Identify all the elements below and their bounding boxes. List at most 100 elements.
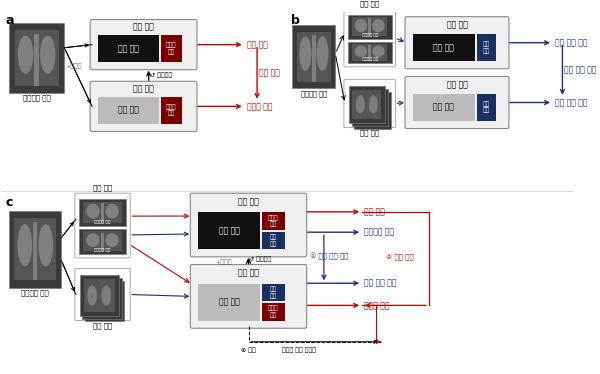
Bar xyxy=(98,97,159,124)
Bar xyxy=(83,279,115,312)
Bar xyxy=(14,30,59,86)
FancyBboxPatch shape xyxy=(344,79,395,128)
Bar xyxy=(9,211,61,288)
Text: 클래스
헤드: 클래스 헤드 xyxy=(268,215,278,227)
Text: 오리지널 영상: 오리지널 영상 xyxy=(94,220,110,224)
Text: 백본 구조: 백본 구조 xyxy=(433,103,454,112)
Ellipse shape xyxy=(356,95,365,114)
FancyBboxPatch shape xyxy=(190,193,307,257)
Bar xyxy=(292,25,335,88)
Bar xyxy=(352,89,388,126)
Bar xyxy=(161,35,182,62)
Ellipse shape xyxy=(355,46,367,57)
Text: ↺ 반복학습: ↺ 반복학습 xyxy=(149,73,172,78)
Bar xyxy=(33,222,37,280)
Ellipse shape xyxy=(18,36,34,74)
Bar xyxy=(368,18,371,36)
Ellipse shape xyxy=(373,46,385,57)
Ellipse shape xyxy=(359,98,368,117)
Bar xyxy=(262,303,285,321)
FancyBboxPatch shape xyxy=(405,76,509,129)
Text: 광역시름 영상: 광역시름 영상 xyxy=(362,57,378,61)
Text: 학생 모델: 학생 모델 xyxy=(238,269,259,278)
Ellipse shape xyxy=(371,98,381,117)
Text: 가상 라벨: 가상 라벨 xyxy=(247,40,268,49)
Text: 클래스
헤드: 클래스 헤드 xyxy=(166,104,176,116)
Ellipse shape xyxy=(38,224,53,267)
Text: 광역시름 영상: 광역시름 영상 xyxy=(94,248,110,252)
FancyBboxPatch shape xyxy=(90,19,197,70)
Text: 엑스레이 영상: 엑스레이 영상 xyxy=(301,90,327,96)
Text: 엑스레이 영상: 엑스레이 영상 xyxy=(22,289,49,296)
Ellipse shape xyxy=(361,101,371,119)
Bar xyxy=(198,212,260,249)
Text: a: a xyxy=(5,14,14,27)
Text: ⊕ 교정: ⊕ 교정 xyxy=(241,347,256,353)
Text: 선생 모델: 선생 모델 xyxy=(133,23,154,32)
FancyBboxPatch shape xyxy=(405,17,509,69)
Bar xyxy=(80,275,119,316)
Bar xyxy=(352,17,387,36)
Text: b: b xyxy=(292,14,301,27)
Bar xyxy=(358,96,387,125)
Text: 클래스
헤드: 클래스 헤드 xyxy=(166,43,176,55)
Text: 특징
헤드: 특징 헤드 xyxy=(482,101,490,113)
FancyBboxPatch shape xyxy=(75,269,130,321)
Text: 자기 지도 학습: 자기 지도 학습 xyxy=(565,66,597,75)
Text: 가상 라벨: 가상 라벨 xyxy=(364,207,385,217)
Text: 특징
헤드: 특징 헤드 xyxy=(270,234,277,246)
Ellipse shape xyxy=(374,101,383,119)
Ellipse shape xyxy=(40,36,56,74)
Text: 특징
헤드: 특징 헤드 xyxy=(270,286,277,298)
Text: 오리지널 영상: 오리지널 영상 xyxy=(362,33,378,37)
Text: 국소 자름: 국소 자름 xyxy=(360,129,379,136)
Text: 클래스 예측: 클래스 예측 xyxy=(247,102,272,111)
Text: 클래스 예측: 클래스 예측 xyxy=(364,301,389,310)
Bar xyxy=(348,15,392,39)
Text: 광역 자름: 광역 자름 xyxy=(360,0,379,7)
Ellipse shape xyxy=(93,291,103,312)
Bar xyxy=(79,199,127,226)
Bar xyxy=(198,284,260,321)
Bar xyxy=(348,42,392,63)
Text: 영상 표현 특징: 영상 표현 특징 xyxy=(555,38,587,47)
Bar xyxy=(352,44,387,61)
Text: 백본 구조: 백본 구조 xyxy=(118,44,139,53)
Bar xyxy=(262,284,285,301)
Text: 엑스레이 영상: 엑스레이 영상 xyxy=(23,95,50,101)
Text: 백본 구조: 백본 구조 xyxy=(218,226,239,235)
Ellipse shape xyxy=(316,36,328,71)
Bar xyxy=(262,232,285,249)
Text: 백본 구조: 백본 구조 xyxy=(218,298,239,307)
Text: 학생 모델: 학생 모델 xyxy=(133,85,154,94)
Text: 광역 자름: 광역 자름 xyxy=(93,185,112,191)
Bar xyxy=(83,232,122,251)
Bar xyxy=(413,94,475,121)
Text: +노이즈: +노이즈 xyxy=(215,259,232,264)
Ellipse shape xyxy=(87,285,97,306)
Ellipse shape xyxy=(369,95,378,114)
Text: 국소 자름: 국소 자름 xyxy=(93,322,112,329)
Text: 학생 모델: 학생 모델 xyxy=(446,81,467,90)
Bar xyxy=(352,90,382,119)
Ellipse shape xyxy=(107,291,117,312)
Text: c: c xyxy=(5,196,13,209)
Ellipse shape xyxy=(86,233,100,247)
Text: 영상 표현 특징: 영상 표현 특징 xyxy=(555,98,587,107)
Text: 자기 훈련: 자기 훈련 xyxy=(259,69,280,78)
Text: 백본 구조: 백본 구조 xyxy=(118,106,139,115)
Bar xyxy=(296,32,331,82)
Bar xyxy=(368,45,371,61)
Ellipse shape xyxy=(101,285,111,306)
Bar xyxy=(355,92,391,129)
Ellipse shape xyxy=(373,19,385,32)
Ellipse shape xyxy=(355,19,367,32)
Bar xyxy=(476,94,496,121)
Bar xyxy=(79,229,127,254)
FancyBboxPatch shape xyxy=(75,193,130,258)
Bar xyxy=(101,203,104,223)
Ellipse shape xyxy=(104,288,114,309)
Bar xyxy=(476,34,496,61)
FancyBboxPatch shape xyxy=(190,264,307,328)
Ellipse shape xyxy=(17,224,32,267)
